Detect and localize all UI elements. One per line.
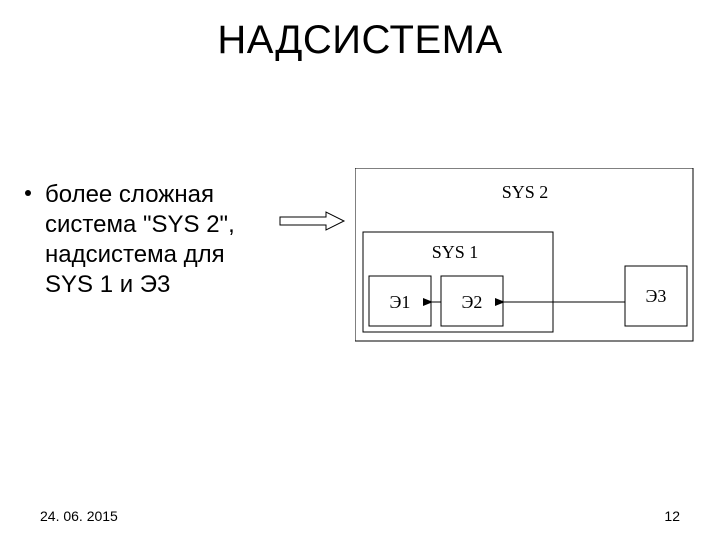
block-arrow-icon	[280, 212, 344, 230]
bullet-line-2: система "SYS 2",	[45, 211, 235, 238]
label-e2: Э2	[462, 292, 483, 312]
footer-date: 24. 06. 2015	[40, 508, 118, 524]
bullet-line-1: более сложная	[45, 181, 214, 208]
bullet-line-4: SYS 1 и Э3	[45, 271, 170, 298]
label-sys1: SYS 1	[432, 242, 479, 262]
pointer-arrow	[278, 210, 348, 232]
label-e3: Э3	[646, 286, 667, 306]
footer-page-number: 12	[664, 508, 680, 524]
label-sys2: SYS 2	[502, 182, 549, 202]
bullet-dot	[25, 190, 31, 196]
bullet-line-3: надсистема для	[45, 241, 225, 268]
system-diagram: SYS 2 SYS 1 Э1 Э2 Э3	[355, 168, 695, 343]
bullet-text: более сложная система "SYS 2", надсистем…	[45, 180, 345, 300]
slide-title: НАДСИСТЕМА	[0, 18, 720, 63]
label-e1: Э1	[390, 292, 411, 312]
